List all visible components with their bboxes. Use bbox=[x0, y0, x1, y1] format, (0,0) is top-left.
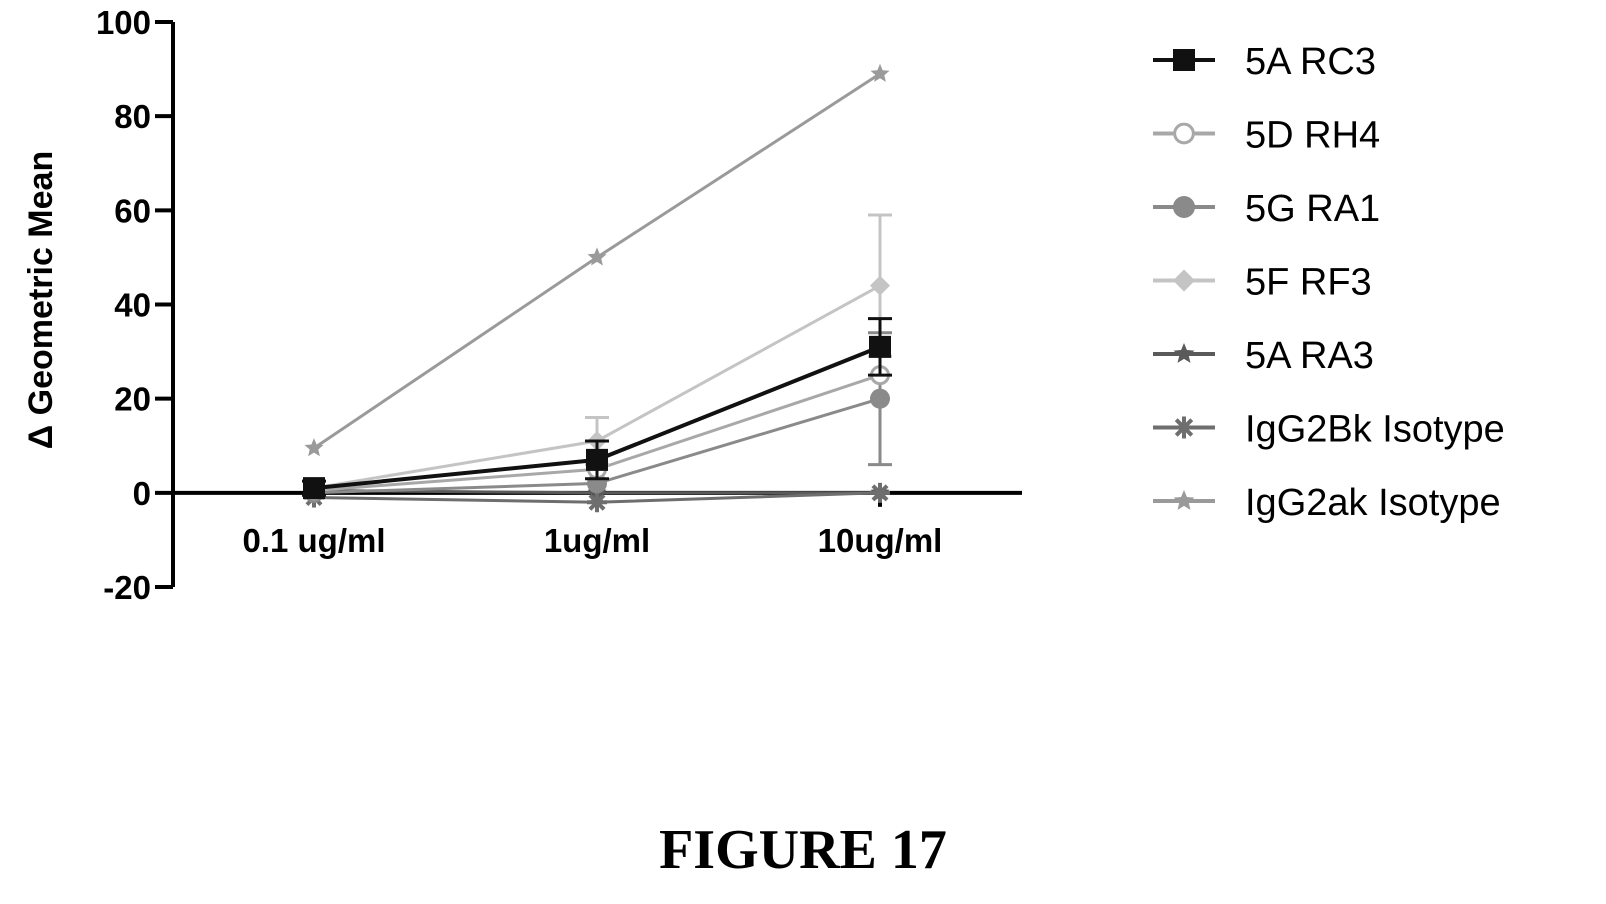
y-tick-label: 100 bbox=[96, 4, 151, 41]
figure-caption: FIGURE 17 bbox=[659, 819, 947, 881]
legend-label: IgG2ak Isotype bbox=[1245, 482, 1501, 524]
data-point bbox=[870, 482, 890, 503]
legend-item: 5F RF3 bbox=[1153, 262, 1372, 304]
y-tick-label: 60 bbox=[114, 192, 151, 229]
legend-label: 5A RA3 bbox=[1245, 335, 1374, 377]
series-layer bbox=[302, 63, 892, 513]
y-tick-label: 20 bbox=[114, 381, 151, 418]
y-ticks: -20 0 20 40 60 80 100 bbox=[96, 4, 173, 606]
data-point bbox=[870, 388, 890, 409]
legend-marker bbox=[1173, 49, 1195, 71]
legend-marker bbox=[1173, 269, 1195, 292]
x-tick-label: 0.1 ug/ml bbox=[242, 522, 385, 559]
x-tick-label: 10ug/ml bbox=[818, 522, 943, 559]
legend-item: IgG2ak Isotype bbox=[1153, 482, 1501, 524]
legend-label: 5D RH4 bbox=[1245, 115, 1380, 157]
series-igg2ak-isotype bbox=[304, 63, 890, 457]
y-axis-title: Δ Geometric Mean bbox=[22, 151, 60, 449]
series-5a-rc3 bbox=[302, 317, 892, 500]
legend-label: 5F RF3 bbox=[1245, 262, 1372, 304]
x-tick-label: 1ug/ml bbox=[544, 522, 650, 559]
legend-item: 5A RA3 bbox=[1153, 335, 1374, 377]
legend: 5A RC3 5D RH4 5G RA1 5F RF3 5A RA3 IgG2Bk Iso… bbox=[1153, 41, 1505, 524]
legend-label: 5A RC3 bbox=[1245, 41, 1376, 83]
y-tick-label: 0 bbox=[133, 475, 151, 512]
y-tick-label: 40 bbox=[114, 287, 151, 324]
data-point bbox=[587, 492, 607, 513]
legend-item: 5D RH4 bbox=[1153, 115, 1380, 157]
legend-label: 5G RA1 bbox=[1245, 188, 1380, 230]
y-tick-label: 80 bbox=[114, 98, 151, 135]
data-point bbox=[303, 477, 325, 500]
data-point bbox=[304, 438, 324, 457]
data-point bbox=[870, 63, 890, 82]
data-point bbox=[586, 448, 608, 471]
legend-marker bbox=[1173, 490, 1195, 510]
legend-marker bbox=[1173, 343, 1195, 363]
y-tick-label: -20 bbox=[103, 569, 151, 606]
legend-marker bbox=[1173, 122, 1195, 145]
legend-item: 5A RC3 bbox=[1153, 41, 1376, 83]
legend-label: IgG2Bk Isotype bbox=[1245, 409, 1505, 451]
data-point bbox=[870, 275, 890, 296]
legend-item: 5G RA1 bbox=[1153, 188, 1380, 230]
data-point bbox=[869, 335, 891, 358]
legend-marker bbox=[1173, 416, 1195, 439]
legend-item: IgG2Bk Isotype bbox=[1153, 409, 1505, 451]
data-point bbox=[587, 247, 607, 266]
legend-marker bbox=[1173, 196, 1195, 218]
x-ticks: 0.1 ug/ml 1ug/ml 10ug/ml bbox=[242, 492, 943, 559]
